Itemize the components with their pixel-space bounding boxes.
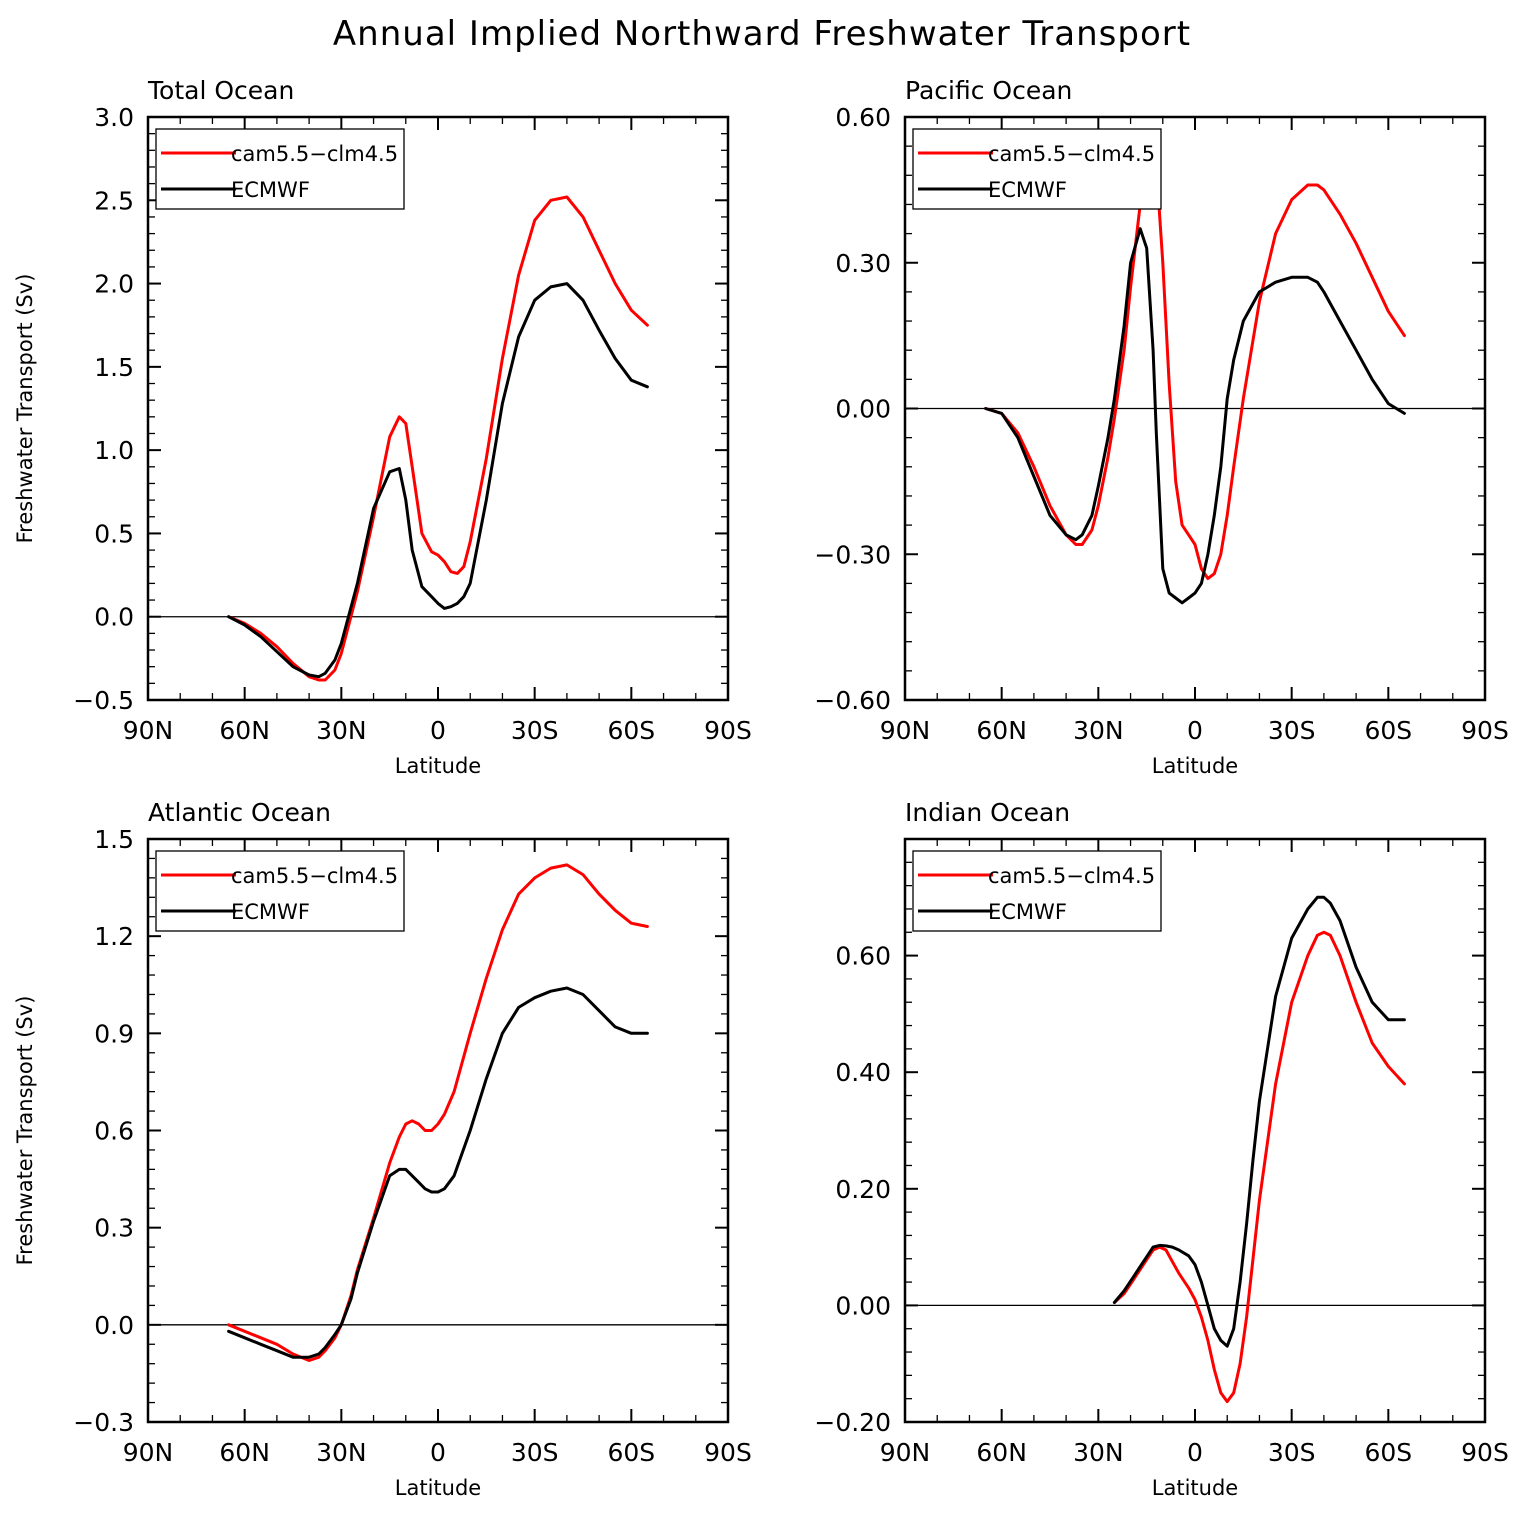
x-tick-label: 90S [1461, 1438, 1509, 1467]
y-tick-label: 0.0 [94, 603, 134, 632]
x-tick-label: 60N [976, 1438, 1027, 1467]
x-tick-label: 0 [1187, 1438, 1203, 1467]
x-tick-label: 60N [219, 716, 270, 745]
legend-label: cam5.5−clm4.5 [231, 142, 398, 166]
legend-label: cam5.5−clm4.5 [988, 864, 1155, 888]
y-tick-label: 2.0 [94, 270, 134, 299]
x-tick-label: 30N [316, 1438, 367, 1467]
y-tick-label: 0.6 [94, 1117, 134, 1146]
y-tick-label: 0.00 [835, 1291, 891, 1320]
x-tick-label: 0 [430, 716, 446, 745]
y-tick-label: 2.5 [94, 186, 134, 215]
series-line-ecmwf [1112, 895, 1406, 1348]
x-tick-label: 60N [976, 716, 1027, 745]
y-tick-label: −0.60 [814, 686, 891, 715]
legend-box [155, 850, 405, 932]
legend-label: cam5.5−clm4.5 [231, 864, 398, 888]
x-tick-label: 60S [1364, 1438, 1412, 1467]
chart-panel-1: Total Ocean −0.5 0.0 0.5 1.0 1.5 2.0 2.5 3.0 90N 6… [13, 76, 752, 778]
y-tick-label: −0.3 [73, 1408, 134, 1437]
x-axis-label: Latitude [395, 754, 481, 778]
x-tick-label: 90N [123, 1438, 174, 1467]
y-tick-label: 0.0 [94, 1311, 134, 1340]
y-tick-label: 0.00 [835, 395, 891, 424]
chart-panel-2: Pacific Ocean −0.60 −0.30 0.00 0.30 0.60 90N 60… [814, 76, 1508, 778]
chart-panel-3: Atlantic Ocean −0.3 0.0 0.3 0.6 0.9 1.2 1.5 90N 6… [13, 798, 752, 1500]
x-tick-label: 60S [1364, 716, 1412, 745]
series-line-model [1112, 930, 1406, 1404]
legend-label: ECMWF [231, 178, 310, 202]
legend-label: ECMWF [231, 900, 310, 924]
x-tick-label: 30N [1073, 716, 1124, 745]
y-tick-label: 1.5 [94, 825, 134, 854]
x-tick-label: 90S [704, 1438, 752, 1467]
x-tick-label: 30S [1268, 716, 1316, 745]
legend-label: ECMWF [988, 900, 1067, 924]
series-line-ecmwf [984, 227, 1406, 605]
y-axis-label: Freshwater Transport (Sv) [13, 274, 37, 544]
x-axis-label: Latitude [395, 1476, 481, 1500]
plot-frame [903, 115, 1487, 702]
series-line-ecmwf [227, 986, 649, 1359]
y-tick-label: 1.2 [94, 922, 134, 951]
y-tick-label: 3.0 [94, 103, 134, 132]
x-tick-label: 30S [511, 716, 559, 745]
x-tick-label: 30S [511, 1438, 559, 1467]
plot-frame [146, 115, 730, 702]
panel-title: Total Ocean [147, 76, 294, 105]
x-tick-label: 90N [123, 716, 174, 745]
plot-frame [903, 837, 1487, 1424]
y-tick-label: 0.9 [94, 1019, 134, 1048]
legend-box [912, 128, 1162, 210]
y-tick-label: −0.30 [814, 540, 891, 569]
plot-frame [146, 837, 730, 1424]
x-tick-label: 90S [1461, 716, 1509, 745]
y-tick-label: −0.20 [814, 1408, 891, 1437]
y-axis-label: Freshwater Transport (Sv) [13, 996, 37, 1266]
y-tick-label: 0.60 [835, 103, 891, 132]
y-tick-label: 0.30 [835, 249, 891, 278]
x-tick-label: 30N [316, 716, 367, 745]
y-tick-label: 0.3 [94, 1214, 134, 1243]
series-line-ecmwf [227, 282, 649, 679]
x-tick-label: 90S [704, 716, 752, 745]
x-tick-label: 60S [607, 1438, 655, 1467]
y-tick-label: 1.0 [94, 436, 134, 465]
figure-title: Annual Implied Northward Freshwater Tran… [332, 14, 1192, 54]
panel-title: Pacific Ocean [905, 76, 1072, 105]
y-tick-label: 0.40 [835, 1058, 891, 1087]
series-line-model [984, 149, 1406, 580]
chart-panel-4: Indian Ocean −0.20 0.00 0.20 0.40 0.60 90N 60N 3… [814, 798, 1508, 1500]
x-axis-label: Latitude [1152, 1476, 1238, 1500]
legend-label: ECMWF [988, 178, 1067, 202]
y-tick-label: 0.60 [835, 942, 891, 971]
x-tick-label: 0 [1187, 716, 1203, 745]
x-tick-label: 0 [430, 1438, 446, 1467]
y-tick-label: 1.5 [94, 353, 134, 382]
x-tick-label: 30S [1268, 1438, 1316, 1467]
x-tick-label: 30N [1073, 1438, 1124, 1467]
x-tick-label: 90N [880, 716, 931, 745]
x-tick-label: 60N [219, 1438, 270, 1467]
x-axis-label: Latitude [1152, 754, 1238, 778]
y-tick-label: −0.5 [73, 686, 134, 715]
panel-title: Atlantic Ocean [148, 798, 331, 827]
x-tick-label: 60S [607, 716, 655, 745]
y-tick-label: 0.5 [94, 519, 134, 548]
legend-box [155, 128, 405, 210]
series-line-model [227, 863, 649, 1362]
legend-box [912, 850, 1162, 932]
series-line-model [227, 195, 649, 682]
y-tick-label: 0.20 [835, 1175, 891, 1204]
x-tick-label: 90N [880, 1438, 931, 1467]
panel-title: Indian Ocean [905, 798, 1070, 827]
legend-label: cam5.5−clm4.5 [988, 142, 1155, 166]
